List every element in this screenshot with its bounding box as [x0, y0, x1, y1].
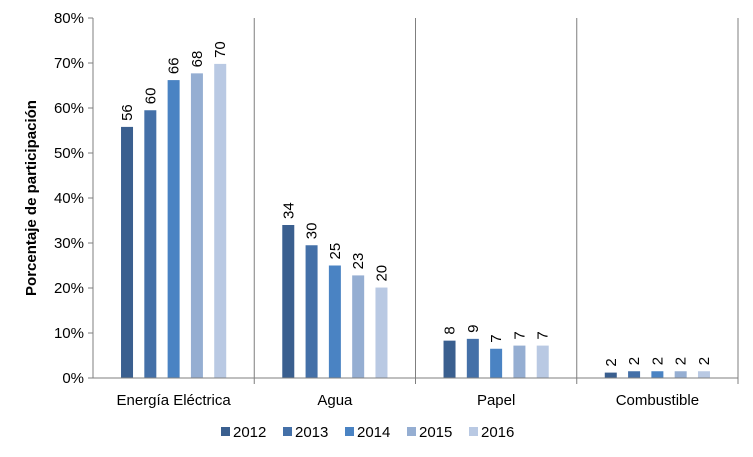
x-tick-label: Energía Eléctrica: [117, 392, 232, 409]
bar-value-label: 25: [327, 243, 344, 260]
bar-2013: [144, 110, 157, 378]
y-axis-label: Porcentaje de participación: [23, 100, 40, 296]
bar-2016: [375, 287, 388, 378]
legend: 2012 2013 2014 2015 2016: [221, 424, 514, 441]
y-tick-label: 70%: [54, 55, 84, 72]
bar-2016: [214, 63, 227, 379]
legend-swatch: [469, 427, 478, 436]
bar-2014: [651, 371, 664, 378]
legend-label: 2016: [481, 424, 514, 441]
bar-value-label: 34: [280, 202, 297, 219]
category-separators: [253, 18, 739, 384]
bar-value-label: 68: [189, 51, 206, 68]
y-tick-label: 80%: [54, 10, 84, 27]
bar-2014: [167, 80, 180, 378]
legend-item-2016: 2016: [469, 424, 514, 441]
legend-item-2014: 2014: [345, 424, 390, 441]
legend-swatch: [345, 427, 354, 436]
y-tick-label: 10%: [54, 325, 84, 342]
bar-value-label: 8: [442, 326, 459, 334]
y-tick-label: 50%: [54, 145, 84, 162]
bar-2015: [352, 275, 365, 378]
x-tick-label: Agua: [317, 392, 353, 409]
bar-value-label: 2: [603, 358, 620, 366]
bar-value-label: 70: [212, 41, 229, 58]
bar-value-label: 30: [304, 223, 321, 240]
bar-value-label: 66: [166, 57, 183, 74]
bar-value-label: 9: [465, 325, 482, 333]
y-tick-label: 60%: [54, 100, 84, 117]
bar-value-label: 23: [350, 253, 367, 270]
y-tick-label: 30%: [54, 235, 84, 252]
bar-2016: [697, 371, 710, 378]
bar-2013: [466, 338, 479, 378]
bar-value-label: 2: [673, 357, 690, 365]
bar-2015: [190, 73, 203, 378]
bar-value-label: 2: [626, 357, 643, 365]
bar-2014: [490, 348, 503, 378]
x-tick-label: Combustible: [616, 392, 699, 409]
bar-2015: [513, 345, 526, 378]
bar-value-label: 7: [535, 331, 552, 339]
bar-2013: [628, 371, 641, 378]
bar-2012: [443, 340, 456, 378]
legend-label: 2012: [233, 424, 266, 441]
bar-2013: [305, 245, 318, 378]
bar-value-label: 7: [511, 331, 528, 339]
bar-2012: [121, 126, 134, 379]
y-tick-label: 40%: [54, 190, 84, 207]
legend-label: 2015: [419, 424, 452, 441]
bars: [121, 63, 710, 379]
legend-label: 2014: [357, 424, 390, 441]
bar-2012: [282, 225, 295, 378]
x-axis: Energía Eléctrica Agua Papel Combustible: [93, 377, 738, 409]
y-tick-label: 20%: [54, 280, 84, 297]
legend-item-2012: 2012: [221, 424, 266, 441]
legend-item-2015: 2015: [407, 424, 452, 441]
bar-2012: [604, 372, 617, 378]
legend-label: 2013: [295, 424, 328, 441]
bar-value-label: 56: [119, 104, 136, 121]
x-tick-label: Papel: [477, 392, 515, 409]
legend-swatch: [407, 427, 416, 436]
legend-swatch: [221, 427, 230, 436]
bar-2015: [674, 371, 687, 378]
bar-2016: [536, 345, 549, 378]
bar-value-label: 2: [649, 357, 666, 365]
bar-value-label: 20: [373, 265, 390, 282]
bar-value-label: 60: [142, 88, 159, 105]
bar-value-label: 2: [696, 357, 713, 365]
legend-item-2013: 2013: [283, 424, 328, 441]
bar-value-label: 7: [488, 334, 505, 342]
bar-2014: [328, 265, 341, 378]
y-tick-label: 0%: [62, 370, 84, 387]
legend-swatch: [283, 427, 292, 436]
y-axis: 0% 10% 20% 30% 40% 50% 60% 70% 80%: [54, 10, 94, 387]
